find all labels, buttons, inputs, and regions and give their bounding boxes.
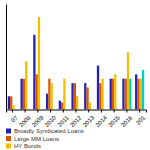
bar: [137, 79, 139, 110]
bar: [127, 52, 129, 109]
x-tick-label: 2013: [82, 114, 96, 128]
bar: [38, 17, 40, 109]
x-tick: 2010: [44, 110, 58, 129]
x-tick-mark: [37, 110, 38, 113]
x-tick: 07: [10, 110, 19, 124]
chart: 0720082009201020112012201320142015201620…: [0, 0, 150, 150]
bar: [104, 109, 106, 110]
x-tick-mark: [76, 110, 77, 113]
legend-label: Broadly Syndicated Loans: [14, 128, 84, 134]
bar: [33, 35, 35, 110]
bars: [8, 17, 144, 109]
x-tick: 2015: [107, 110, 121, 129]
x-tick-mark: [12, 110, 13, 113]
bar: [99, 83, 101, 109]
x-tick-label: 201: [135, 114, 147, 126]
x-tick-label: 2011: [57, 114, 71, 128]
bar: [86, 88, 88, 110]
x-tick-label: 2010: [44, 114, 58, 128]
x-tick-mark: [50, 110, 51, 113]
series: [12, 17, 142, 109]
bar: [36, 74, 38, 109]
bar: [59, 101, 61, 110]
bar: [53, 109, 55, 110]
legend-swatch: [6, 136, 11, 141]
bar: [27, 109, 29, 110]
bar: [84, 83, 86, 109]
x-tick-label: 2009: [31, 114, 45, 128]
x-tick: 2014: [94, 110, 108, 129]
bar: [46, 94, 48, 110]
legend-item: Broadly Syndicated Loans: [6, 128, 84, 134]
x-tick: 2016: [120, 110, 134, 129]
bar: [114, 74, 116, 109]
bar: [40, 109, 42, 110]
legend-item: HY Bonds: [6, 143, 41, 149]
bar: [129, 79, 131, 110]
x-tick: 2008: [18, 110, 32, 129]
x-tick-mark: [25, 110, 26, 113]
legend: Broadly Syndicated Loans Large MM LoansHY…: [6, 128, 84, 149]
x-tick-label: 07: [10, 114, 19, 123]
bar: [140, 79, 142, 110]
bar: [74, 83, 76, 109]
bar: [48, 79, 50, 110]
x-tick-mark: [139, 110, 140, 113]
y-axis: [6, 5, 7, 111]
bar: [89, 102, 91, 109]
x-tick: 201: [135, 110, 147, 126]
bar: [66, 109, 68, 110]
bar: [15, 109, 17, 110]
plot: 0720082009201020112012201320142015201620…: [7, 5, 147, 129]
y-axis-line: [6, 5, 7, 111]
bar: [76, 96, 78, 109]
bar: [51, 83, 53, 109]
series: [10, 74, 140, 109]
legend-swatch: [6, 144, 11, 149]
bar: [10, 96, 12, 109]
legend-label: HY Bonds: [14, 143, 41, 149]
bar: [135, 74, 137, 109]
bar: [112, 79, 114, 110]
bar: [142, 70, 144, 110]
series: [8, 35, 138, 110]
bar: [122, 79, 124, 110]
x-tick-mark: [63, 110, 64, 113]
bar: [21, 79, 23, 110]
bar: [110, 79, 112, 110]
legend-label: Large MM Loans: [14, 136, 59, 142]
bar: [97, 66, 99, 110]
bar: [78, 109, 80, 110]
x-tick-mark: [114, 110, 115, 113]
x-tick: 2011: [57, 110, 71, 128]
x-tick: 2013: [82, 110, 96, 129]
series: [129, 70, 144, 110]
x-tick: 2009: [31, 110, 45, 129]
x-tick-label: 2008: [18, 114, 32, 128]
x-tick-mark: [88, 110, 89, 113]
bar: [125, 79, 127, 110]
x-tick: 2012: [69, 110, 83, 129]
bar: [71, 83, 73, 109]
bar: [61, 102, 63, 109]
bar: [12, 105, 14, 109]
x-tick-label: 2012: [69, 114, 83, 128]
bar: [101, 79, 103, 110]
bar: [25, 61, 27, 109]
legend-swatch: [6, 129, 11, 134]
bar: [23, 79, 25, 110]
x-tick-mark: [126, 110, 127, 113]
x-tick-label: 2016: [120, 114, 134, 128]
bar: [8, 96, 10, 109]
bar: [116, 109, 118, 110]
bar: [63, 79, 65, 110]
x-tick-label: 2015: [107, 114, 121, 128]
x-axis: 0720082009201020112012201320142015201620…: [7, 110, 147, 129]
x-tick-label: 2014: [94, 114, 108, 128]
x-tick-mark: [101, 110, 102, 113]
legend-item: Large MM Loans: [6, 136, 59, 142]
x-axis-line: [7, 110, 147, 113]
bar: [91, 109, 93, 110]
